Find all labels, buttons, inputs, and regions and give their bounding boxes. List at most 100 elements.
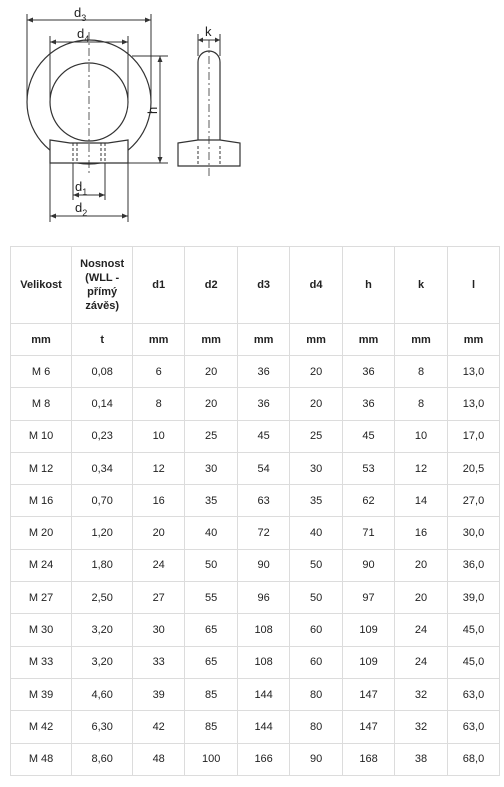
table-cell: 72 [237,516,291,550]
table-row: M 8 0,14 8 20 36 20 36 8 13,0 [9,387,501,421]
table-row: M 16 0,70 16 35 63 35 62 14 27,0 [9,484,501,518]
table-cell: 40 [184,516,239,550]
table-cell: 36 [237,387,291,421]
table-cell: M 27 [9,581,73,615]
table-cell: 27 [132,581,186,615]
column-header: d4 [289,246,344,324]
table-cell: 10 [132,419,186,453]
table-cell: 32 [394,710,448,744]
table-cell: 13,0 [446,387,501,421]
table-cell: 71 [342,516,396,550]
table-cell: 36 [237,354,291,389]
table-cell: 108 [237,645,291,679]
table-cell: M 30 [9,613,73,647]
table-cell: 0,23 [71,419,134,453]
table-cell: 55 [184,581,239,615]
table-cell: 8,60 [71,742,134,776]
table-cell: 20 [184,387,239,421]
table-cell: M 24 [9,548,73,583]
table-cell: M 12 [9,451,73,486]
table-cell: 108 [237,613,291,647]
unit-cell: mm [184,323,239,356]
table-cell: 3,20 [71,613,134,647]
table-cell: 63,0 [446,677,501,712]
table-cell: 0,34 [71,451,134,486]
table-cell: 16 [394,516,448,550]
table-cell: 17,0 [446,419,501,453]
table-cell: 3,20 [71,645,134,679]
table-cell: 30 [184,451,239,486]
eye-nut-technical-drawing: d3 d4 d1 d2 h k [0,0,504,240]
table-cell: 12 [394,451,448,486]
label-d4: d4 [77,26,89,44]
table-cell: 27,0 [446,484,501,518]
table-cell: 45 [342,419,396,453]
table-cell: 30,0 [446,516,501,550]
column-header: Nosnost (WLL - přímý závěs) [71,246,134,324]
table-cell: 80 [289,710,344,744]
table-cell: 90 [342,548,396,583]
unit-cell: mm [394,323,448,356]
table-cell: 0,70 [71,484,134,518]
table-cell: 30 [132,613,186,647]
table-cell: 4,60 [71,677,134,712]
table-row: M 24 1,80 24 50 90 50 90 20 36,0 [9,548,501,583]
column-header: Velikost [9,246,73,324]
label-d3: d3 [74,5,86,23]
table-cell: 147 [342,677,396,712]
table-cell: M 39 [9,677,73,712]
table-cell: 20 [289,387,344,421]
table-row: M 48 8,60 48 100 166 90 168 38 68,0 [9,742,501,776]
table-row: M 39 4,60 39 85 144 80 147 32 63,0 [9,677,501,712]
table-cell: 45,0 [446,613,501,647]
table-cell: 24 [394,613,448,647]
table-cell: 6 [132,354,186,389]
table-cell: 32 [394,677,448,712]
label-h: h [145,107,160,114]
unit-cell: t [71,323,134,356]
table-cell: 8 [132,387,186,421]
table-cell: 85 [184,677,239,712]
table-row: M 6 0,08 6 20 36 20 36 8 13,0 [9,354,501,389]
table-cell: 40 [289,516,344,550]
table-cell: 63,0 [446,710,501,744]
table-cell: 36 [342,387,396,421]
table-cell: 90 [237,548,291,583]
column-header: h [342,246,396,324]
table-cell: 36,0 [446,548,501,583]
table-row: M 10 0,23 10 25 45 25 45 10 17,0 [9,419,501,453]
table-cell: 68,0 [446,742,501,776]
table-cell: M 42 [9,710,73,744]
table-cell: 20 [394,581,448,615]
column-header: d1 [132,246,186,324]
table-cell: 14 [394,484,448,518]
column-header: d2 [184,246,239,324]
table-cell: 42 [132,710,186,744]
table-cell: 1,80 [71,548,134,583]
table-cell: 20,5 [446,451,501,486]
table-row: M 33 3,20 33 65 108 60 109 24 45,0 [9,645,501,679]
table-cell: 50 [289,548,344,583]
unit-cell: mm [237,323,291,356]
table-cell: 60 [289,613,344,647]
table-cell: 45,0 [446,645,501,679]
column-header: d3 [237,246,291,324]
table-cell: 100 [184,742,239,776]
table-cell: 63 [237,484,291,518]
table-cell: 50 [184,548,239,583]
unit-cell: mm [9,323,73,356]
unit-cell: mm [289,323,344,356]
table-cell: 96 [237,581,291,615]
table-row: M 30 3,20 30 65 108 60 109 24 45,0 [9,613,501,647]
table-cell: M 10 [9,419,73,453]
table-cell: 147 [342,710,396,744]
table-cell: 0,08 [71,354,134,389]
units-row: mm t mm mm mm mm mm mm mm [9,323,501,356]
table-cell: 24 [394,645,448,679]
label-d1: d1 [75,179,87,197]
table-body: mm t mm mm mm mm mm mm mm M 6 0,08 6 20 36 20 36 8 13,0 M… [9,323,501,776]
table-cell: M 6 [9,354,73,389]
table-cell: M 20 [9,516,73,550]
label-k: k [205,24,212,39]
column-header: k [394,246,448,324]
